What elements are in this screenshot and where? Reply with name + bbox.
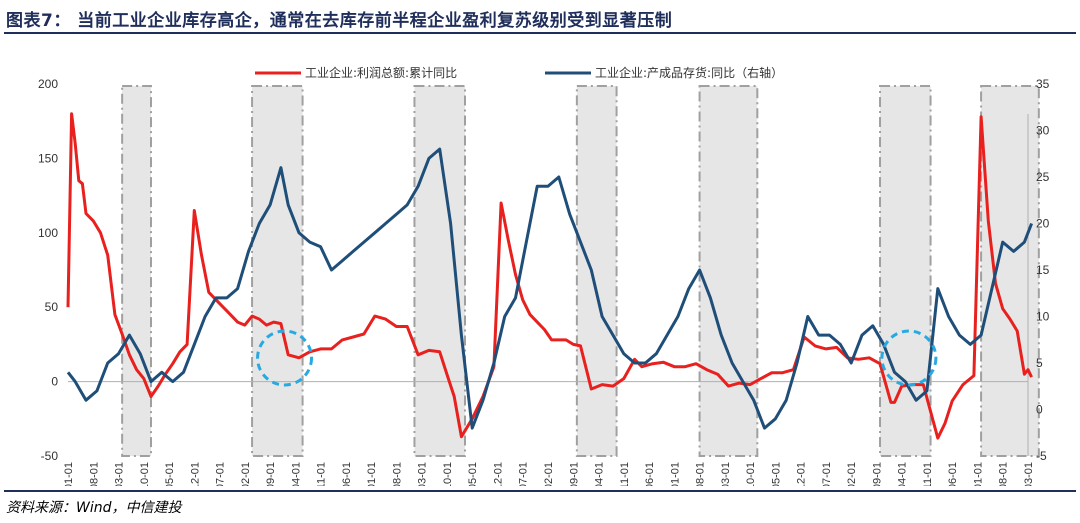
x-tick-label: 2009-12-01 <box>492 462 504 486</box>
x-tick-label: 2014-01-01 <box>669 462 681 486</box>
x-tick-label: 2017-07-01 <box>821 462 833 486</box>
x-tick-label: 2019-11-01 <box>922 462 934 486</box>
figure-title: 图表7： 当前工业企业库存高企，通常在去库存前半程企业盈利复苏级别受到显著压制 <box>6 11 673 31</box>
x-tick-label: 2019-04-01 <box>897 462 909 486</box>
left-tick-label: 100 <box>38 226 58 240</box>
x-tick-label: 2011-02-01 <box>543 462 555 486</box>
x-tick-label: 2008-10-01 <box>442 462 454 486</box>
title-rule <box>4 32 1076 34</box>
legend: 工业企业:利润总额:累计同比 工业企业:产成品存货:同比（右轴） <box>255 65 783 80</box>
x-tick-label: 2016-05-01 <box>770 462 782 486</box>
legend-label-2: 工业企业:产成品存货:同比（右轴） <box>595 65 783 80</box>
series-line-2 <box>66 147 1033 430</box>
x-tick-label: 2015-03-01 <box>720 462 732 486</box>
x-tick-label: 2011-09-01 <box>568 462 580 486</box>
x-tick-label: 2003-07-01 <box>215 462 227 486</box>
right-tick-label: 25 <box>1036 170 1050 184</box>
right-tick-label: 20 <box>1036 217 1050 231</box>
x-tick-label: 2012-04-01 <box>594 462 606 486</box>
shaded-period-1 <box>121 85 153 457</box>
source-rule <box>4 490 1076 492</box>
shaded-period-2 <box>251 85 304 457</box>
x-tick-label: 2016-12-01 <box>796 462 808 486</box>
shaded-period-4 <box>575 85 618 457</box>
x-tick-label: 2001-10-01 <box>139 462 151 486</box>
x-tick-label: 2021-01-01 <box>972 462 984 486</box>
x-tick-label: 2004-09-01 <box>265 462 277 486</box>
source-note: 资料来源：Wind，中信建投 <box>6 500 182 516</box>
x-tick-label: 2006-06-01 <box>341 462 353 486</box>
x-tick-label: 2001-03-01 <box>114 462 126 486</box>
highlight-circle-1 <box>256 329 314 387</box>
x-tick-label: 2015-10-01 <box>745 462 757 486</box>
x-tick-label: 2010-07-01 <box>518 462 530 486</box>
right-tick-label: -5 <box>1036 449 1047 463</box>
x-tick-label: 2002-12-01 <box>189 462 201 486</box>
x-tick-label: 2012-11-01 <box>619 462 631 486</box>
legend-label-1: 工业企业:利润总额:累计同比 <box>305 65 457 80</box>
left-tick-label: 50 <box>45 300 59 314</box>
right-tick-label: 15 <box>1036 263 1050 277</box>
x-tick-label: 2004-02-01 <box>240 462 252 486</box>
x-tick-label: 2007-08-01 <box>391 462 403 486</box>
tick-labels: -50050100150200-5051015202530352000-01-0… <box>38 77 1050 486</box>
left-tick-label: -50 <box>41 449 59 463</box>
left-tick-label: 200 <box>38 77 58 91</box>
right-tick-label: 30 <box>1036 124 1050 138</box>
x-tick-label: 2022-03-01 <box>1023 462 1035 486</box>
x-tick-label: 2002-05-01 <box>164 462 176 486</box>
x-tick-label: 2014-08-01 <box>695 462 707 486</box>
series-line-1 <box>66 112 1033 440</box>
x-tick-label: 2021-08-01 <box>998 462 1010 486</box>
right-tick-label: 35 <box>1036 77 1050 91</box>
right-tick-label: 5 <box>1036 356 1043 370</box>
x-tick-label: 2018-02-01 <box>846 462 858 486</box>
x-tick-label: 2005-04-01 <box>290 462 302 486</box>
left-tick-label: 0 <box>51 375 58 389</box>
shaded-period-7 <box>980 85 1040 457</box>
x-tick-label: 2020-06-01 <box>947 462 959 486</box>
shaded-period-3 <box>413 85 466 457</box>
shaded-period-5 <box>698 85 759 457</box>
x-tick-label: 2008-03-01 <box>417 462 429 486</box>
x-tick-label: 2013-06-01 <box>644 462 656 486</box>
left-tick-label: 150 <box>38 151 58 165</box>
x-tick-label: 2009-05-01 <box>467 462 479 486</box>
series-lines <box>66 112 1033 440</box>
x-tick-label: 2005-11-01 <box>316 462 328 486</box>
axes <box>68 114 1029 456</box>
right-tick-label: 10 <box>1036 310 1050 324</box>
shaded-period-6 <box>879 85 932 457</box>
x-tick-label: 2007-01-01 <box>366 462 378 486</box>
right-tick-label: 0 <box>1036 403 1043 417</box>
x-tick-label: 2000-08-01 <box>88 462 100 486</box>
highlight-circle-2 <box>880 329 938 387</box>
x-tick-label: 2018-09-01 <box>871 462 883 486</box>
shaded-periods <box>121 85 1040 457</box>
highlight-circles <box>256 329 938 387</box>
x-tick-label: 2000-01-01 <box>63 462 75 486</box>
chart-svg: -50050100150200-5051015202530352000-01-0… <box>38 65 1050 486</box>
